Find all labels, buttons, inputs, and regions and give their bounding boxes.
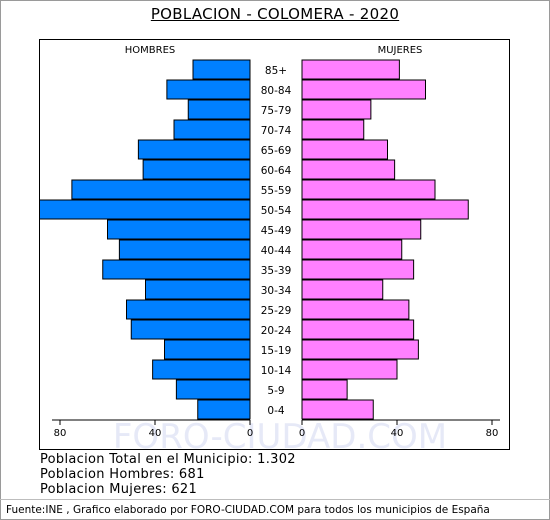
bar-hombres xyxy=(71,179,251,200)
population-pyramid-chart: FORO-CIUDAD.COM HOMBRES MUJERES 85+ 80-84 75-… xyxy=(40,45,500,449)
age-group-label: 50-54 xyxy=(261,205,292,217)
age-group-label: 35-39 xyxy=(261,265,292,277)
footer-source: Fuente:INE , Grafico elaborado por FORO-… xyxy=(6,504,490,516)
age-group-label: 45-49 xyxy=(261,225,292,237)
stat-hombres: Poblacion Hombres: 681 xyxy=(40,467,205,482)
bar-hombres xyxy=(145,279,251,300)
age-group-label: 10-14 xyxy=(261,365,292,377)
chart-title: POBLACION - COLOMERA - 2020 xyxy=(150,5,400,23)
age-group-label: 25-29 xyxy=(261,305,292,317)
bar-hombres xyxy=(187,99,251,120)
bar-mujeres xyxy=(301,379,348,400)
bar-mujeres xyxy=(301,159,396,180)
bar-hombres xyxy=(107,219,251,240)
x-tick-label-mujeres: 0 xyxy=(299,428,305,439)
bar-hombres xyxy=(192,59,251,80)
bar-mujeres xyxy=(301,319,415,340)
bar-mujeres xyxy=(301,279,384,300)
bar-mujeres xyxy=(301,339,419,360)
age-group-label: 75-79 xyxy=(261,105,292,117)
bar-mujeres xyxy=(301,119,365,140)
header-hombres: HOMBRES xyxy=(125,45,176,56)
stat-total: Poblacion Total en el Municipio: 1.302 xyxy=(40,452,296,467)
header-mujeres: MUJERES xyxy=(378,45,423,56)
bar-hombres xyxy=(164,339,251,360)
age-group-label: 30-34 xyxy=(261,285,292,297)
x-tick-label-hombres: 40 xyxy=(149,428,162,439)
age-group-label: 5-9 xyxy=(267,385,284,397)
bar-mujeres xyxy=(301,79,426,100)
bar-hombres xyxy=(40,199,251,220)
age-group-label: 0-4 xyxy=(267,405,284,417)
bar-mujeres xyxy=(301,299,410,320)
bar-mujeres xyxy=(301,59,400,80)
age-group-label: 70-74 xyxy=(261,125,292,137)
bar-hombres xyxy=(130,319,251,340)
x-tick-label-mujeres: 80 xyxy=(486,428,499,439)
bar-hombres xyxy=(137,139,251,160)
bar-mujeres xyxy=(301,239,403,260)
age-group-label: 65-69 xyxy=(261,145,292,157)
x-tick-label-hombres: 0 xyxy=(247,428,253,439)
bar-mujeres xyxy=(301,399,374,420)
bar-mujeres xyxy=(301,99,372,120)
x-tick-label-mujeres: 40 xyxy=(391,428,404,439)
bar-mujeres xyxy=(301,359,398,380)
bar-mujeres xyxy=(301,199,469,220)
bar-hombres xyxy=(166,79,251,100)
age-group-label: 20-24 xyxy=(261,325,292,337)
age-group-label: 40-44 xyxy=(261,245,292,257)
bar-hombres xyxy=(142,159,251,180)
bar-mujeres xyxy=(301,259,415,280)
bar-hombres xyxy=(118,239,251,260)
bar-hombres xyxy=(197,399,251,420)
bar-hombres xyxy=(126,299,251,320)
age-group-label: 55-59 xyxy=(261,185,292,197)
age-group-label: 60-64 xyxy=(261,165,292,177)
watermark-text: FORO-CIUDAD.COM xyxy=(113,417,447,449)
chart-panel: FORO-CIUDAD.COM HOMBRES MUJERES 85+ 80-84 75-… xyxy=(39,39,510,450)
bar-mujeres xyxy=(301,139,388,160)
x-tick-label-hombres: 80 xyxy=(54,428,67,439)
bar-mujeres xyxy=(301,219,422,240)
footer-divider xyxy=(0,499,550,500)
age-group-label: 85+ xyxy=(265,65,287,77)
stat-mujeres: Poblacion Mujeres: 621 xyxy=(40,482,198,497)
bar-hombres xyxy=(102,259,251,280)
bar-hombres xyxy=(175,379,251,400)
age-group-label: 15-19 xyxy=(261,345,292,357)
age-group-label: 80-84 xyxy=(261,85,292,97)
bar-hombres xyxy=(152,359,251,380)
bar-hombres xyxy=(173,119,251,140)
bar-mujeres xyxy=(301,179,436,200)
